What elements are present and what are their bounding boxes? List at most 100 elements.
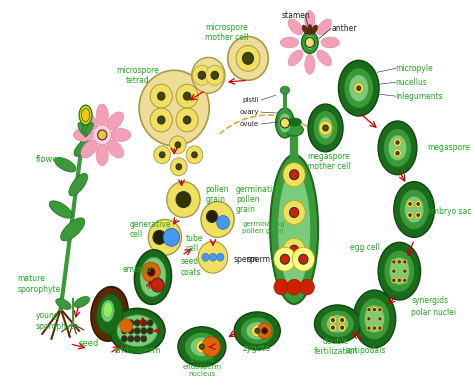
Circle shape [374,309,375,311]
Circle shape [141,328,146,334]
Circle shape [147,268,155,276]
Circle shape [393,138,401,147]
Circle shape [280,118,290,128]
Circle shape [283,201,305,225]
Ellipse shape [107,140,124,158]
Ellipse shape [234,312,280,350]
Text: stamen: stamen [282,11,310,20]
Ellipse shape [81,140,98,158]
Circle shape [338,324,346,332]
Circle shape [202,253,209,261]
Circle shape [147,320,153,326]
Circle shape [409,203,411,205]
Circle shape [135,336,140,342]
Circle shape [198,241,228,273]
Circle shape [252,325,263,337]
Circle shape [262,328,267,334]
Ellipse shape [287,118,301,126]
Circle shape [396,152,399,155]
Ellipse shape [301,32,318,54]
Circle shape [393,149,401,157]
Circle shape [357,86,361,90]
Circle shape [201,201,234,238]
Circle shape [191,57,225,93]
Ellipse shape [394,182,434,238]
Ellipse shape [288,19,303,35]
Ellipse shape [270,155,318,304]
Circle shape [402,268,408,274]
Circle shape [98,130,107,140]
Text: embryo sac: embryo sac [427,207,472,216]
Circle shape [404,279,406,282]
Circle shape [290,170,299,180]
Ellipse shape [178,327,226,367]
Text: anther: anther [331,24,356,33]
Circle shape [323,125,328,131]
Circle shape [202,337,220,357]
Circle shape [397,259,402,265]
Circle shape [407,200,413,207]
Ellipse shape [110,128,131,141]
Circle shape [217,215,229,230]
Ellipse shape [338,60,379,116]
Circle shape [417,214,419,216]
Circle shape [147,328,153,334]
Circle shape [209,253,217,261]
Ellipse shape [308,25,312,35]
Text: seed: seed [78,339,99,348]
Circle shape [396,141,399,144]
Circle shape [135,320,140,326]
Circle shape [183,92,191,100]
Ellipse shape [96,104,108,126]
Text: sperm: sperm [233,255,257,264]
Circle shape [366,325,372,331]
Ellipse shape [96,144,108,166]
Circle shape [372,325,377,331]
Text: triploid
endosperm
nucleus: triploid endosperm nucleus [182,356,221,377]
Ellipse shape [69,173,88,196]
Text: endosperm: endosperm [113,346,161,355]
Circle shape [120,319,133,333]
Ellipse shape [79,105,92,125]
Text: young
sporophyte: young sporophyte [36,311,79,331]
Ellipse shape [61,218,85,241]
Ellipse shape [314,305,361,343]
Text: megaspore: megaspore [427,143,470,152]
Text: germinating
pollen grain: germinating pollen grain [243,221,285,234]
Ellipse shape [321,310,355,338]
Circle shape [141,336,146,342]
Ellipse shape [74,139,90,156]
Text: pistil: pistil [242,97,259,103]
Ellipse shape [364,305,384,333]
Circle shape [393,270,395,272]
Text: polar nuclei: polar nuclei [411,309,456,317]
Ellipse shape [56,298,71,310]
Circle shape [366,316,372,321]
Text: germinating
pollen
grain: germinating pollen grain [236,185,283,214]
Circle shape [207,211,218,222]
Text: pollen
grain: pollen grain [206,185,229,204]
Circle shape [139,70,209,146]
Circle shape [338,316,346,324]
Ellipse shape [305,35,315,49]
Ellipse shape [107,112,124,130]
Circle shape [331,326,334,329]
Ellipse shape [140,257,166,297]
Circle shape [217,253,224,261]
Circle shape [151,278,164,292]
Circle shape [122,320,127,326]
Ellipse shape [97,294,123,334]
Ellipse shape [85,122,93,135]
Circle shape [176,108,198,132]
Ellipse shape [389,257,410,285]
Circle shape [186,146,203,164]
Circle shape [417,203,419,205]
Circle shape [228,36,268,80]
Circle shape [404,261,406,263]
Circle shape [128,320,134,326]
Circle shape [150,108,173,132]
Circle shape [299,254,308,264]
Ellipse shape [344,68,374,109]
Ellipse shape [317,50,332,66]
Circle shape [368,318,370,320]
